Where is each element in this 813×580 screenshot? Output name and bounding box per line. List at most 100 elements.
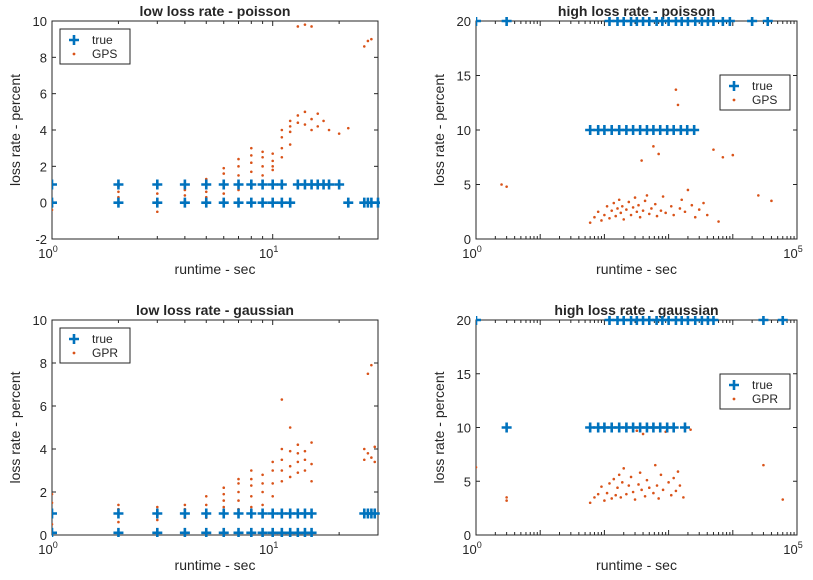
data-point-gps bbox=[117, 190, 120, 194]
data-point-gps bbox=[593, 215, 596, 219]
data-point-gps bbox=[652, 145, 655, 148]
data-point-gpr bbox=[659, 473, 663, 477]
data-point-gpr bbox=[373, 460, 377, 464]
data-point-true bbox=[152, 527, 163, 537]
chart-title: high loss rate - poisson bbox=[558, 3, 715, 19]
y-tick-label: 5 bbox=[464, 474, 471, 489]
data-point-gpr bbox=[617, 473, 621, 477]
data-point-true bbox=[501, 17, 512, 26]
data-point-true bbox=[218, 179, 229, 190]
data-point-true bbox=[306, 527, 317, 537]
data-point-gps bbox=[717, 220, 720, 223]
data-point-true bbox=[179, 179, 190, 190]
data-point-gps bbox=[288, 143, 292, 146]
y-tick-label: 10 bbox=[457, 123, 471, 138]
data-point-gps bbox=[261, 150, 264, 154]
data-point-gpr bbox=[362, 458, 366, 462]
legend-label: GPR bbox=[752, 392, 778, 406]
data-point-gpr bbox=[682, 496, 685, 499]
data-point-gps bbox=[659, 209, 663, 212]
data-point-gpr bbox=[781, 498, 785, 501]
data-point-gps bbox=[647, 212, 651, 216]
chart-title: high loss rate - gaussian bbox=[554, 302, 718, 318]
data-point-gpr bbox=[296, 443, 300, 447]
data-point-gpr bbox=[271, 469, 274, 472]
data-point-gps bbox=[627, 200, 631, 204]
data-point-gps bbox=[605, 205, 609, 208]
data-point-gps bbox=[322, 119, 325, 123]
data-point-gpr bbox=[614, 493, 618, 497]
data-point-true bbox=[334, 179, 345, 190]
data-point-gps bbox=[693, 215, 697, 219]
data-point-gps bbox=[296, 121, 300, 125]
data-point-true bbox=[306, 508, 317, 519]
data-point-gpr bbox=[612, 477, 616, 481]
y-tick-label: 20 bbox=[457, 14, 471, 29]
data-point-gps bbox=[250, 170, 253, 174]
legend-marker-true bbox=[69, 334, 79, 344]
data-point-gps bbox=[622, 218, 626, 221]
data-point-gpr bbox=[645, 478, 649, 482]
data-point-gps bbox=[261, 174, 264, 177]
data-point-gpr bbox=[237, 477, 240, 481]
data-point-gpr bbox=[625, 492, 628, 496]
data-point-true bbox=[343, 197, 354, 208]
data-point-gps bbox=[261, 165, 264, 168]
data-point-gps bbox=[653, 202, 657, 206]
data-point-true bbox=[233, 508, 244, 519]
x-tick-label: 100 bbox=[38, 244, 57, 261]
x-axis-label: runtime - sec bbox=[596, 261, 677, 277]
data-point-true bbox=[267, 508, 278, 519]
data-point-true bbox=[233, 197, 244, 208]
data-point-gpr bbox=[652, 491, 655, 495]
data-point-gpr bbox=[303, 469, 307, 472]
data-point-true bbox=[758, 316, 769, 325]
data-point-gps bbox=[603, 213, 606, 217]
data-point-true bbox=[246, 527, 257, 537]
legend-marker-pred bbox=[72, 52, 76, 56]
data-point-gpr bbox=[667, 481, 670, 484]
legend-label: GPS bbox=[92, 47, 117, 61]
data-point-gps bbox=[617, 198, 621, 202]
data-point-true bbox=[201, 508, 212, 519]
data-point-true bbox=[476, 17, 481, 26]
data-point-gpr bbox=[237, 490, 240, 494]
data-point-true bbox=[152, 197, 163, 208]
data-point-true bbox=[218, 197, 229, 208]
data-point-gps bbox=[640, 159, 643, 162]
data-point-gpr bbox=[366, 372, 370, 376]
data-point-gpr bbox=[373, 445, 377, 449]
data-point-gpr bbox=[476, 465, 478, 469]
x-axis-label: runtime - sec bbox=[175, 557, 256, 573]
data-point-gpr bbox=[296, 452, 300, 455]
data-point-gps bbox=[288, 119, 292, 123]
data-point-gps bbox=[366, 39, 370, 43]
legend-label: GPS bbox=[752, 93, 777, 107]
data-point-true bbox=[113, 179, 124, 190]
data-point-true bbox=[476, 316, 481, 325]
data-point-gps bbox=[637, 203, 640, 207]
data-point-gps bbox=[346, 126, 350, 130]
data-point-gpr bbox=[669, 493, 673, 497]
data-point-gpr bbox=[629, 475, 633, 479]
data-point-gps bbox=[271, 159, 274, 163]
data-point-gps bbox=[631, 206, 635, 209]
data-point-gpr bbox=[261, 503, 264, 507]
data-point-gps bbox=[183, 194, 187, 197]
data-point-gps bbox=[296, 25, 300, 28]
x-tick-label: 101 bbox=[259, 244, 278, 261]
data-point-true bbox=[324, 179, 335, 190]
data-point-gps bbox=[237, 157, 240, 161]
marks bbox=[52, 363, 380, 537]
y-tick-label: 4 bbox=[40, 123, 47, 138]
data-point-true bbox=[267, 527, 278, 537]
data-point-gpr bbox=[52, 492, 54, 496]
y-tick-label: 10 bbox=[33, 14, 47, 29]
data-point-gps bbox=[250, 161, 253, 164]
data-point-gpr bbox=[661, 488, 665, 492]
data-point-gps bbox=[505, 185, 508, 188]
data-point-true bbox=[708, 17, 719, 26]
data-point-gpr bbox=[674, 489, 678, 493]
data-point-gpr bbox=[605, 491, 609, 495]
